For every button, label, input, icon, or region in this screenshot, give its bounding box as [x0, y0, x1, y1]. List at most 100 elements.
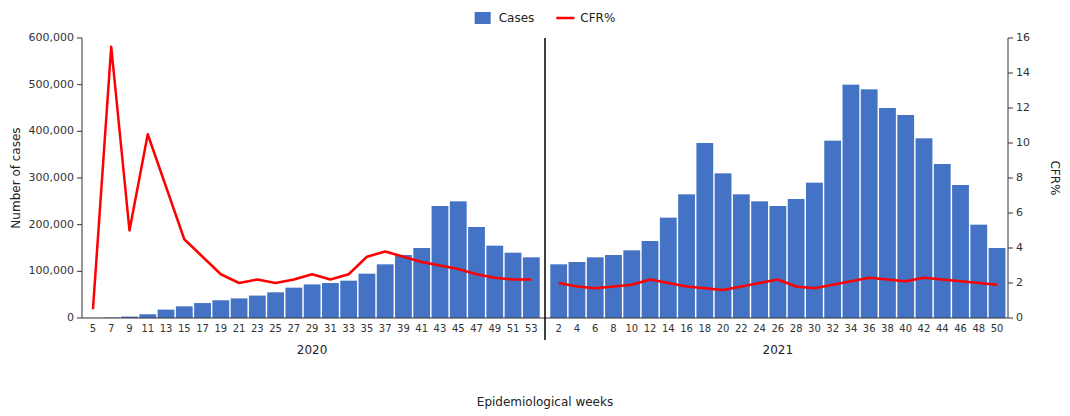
- x-tick-label: 33: [342, 323, 355, 334]
- y-tick-label: 300,000: [29, 171, 75, 184]
- bar: [158, 310, 175, 318]
- y2-tick: [1008, 283, 1013, 284]
- x-tick-label: 16: [680, 323, 693, 334]
- legend-swatch: [556, 17, 574, 20]
- bar: [377, 264, 394, 318]
- x-tick-label: 23: [251, 323, 264, 334]
- x-tick-label: 21: [233, 323, 246, 334]
- bar: [505, 253, 522, 318]
- y-tick: [77, 271, 82, 272]
- x-tick-label: 9: [126, 323, 132, 334]
- y2-tick-label: 16: [1016, 31, 1030, 44]
- x-tick-label: 27: [287, 323, 300, 334]
- bar: [751, 201, 768, 318]
- chart: 0100,000200,000300,000400,000500,000600,…: [0, 0, 1070, 416]
- x-tick-label: 4: [574, 323, 580, 334]
- bar: [395, 255, 412, 318]
- x-tick-label: 17: [196, 323, 209, 334]
- y2-tick: [1008, 143, 1013, 144]
- y2-tick-label: 12: [1016, 101, 1030, 114]
- y2-tick-label: 2: [1016, 276, 1023, 289]
- x-tick-label: 24: [753, 323, 766, 334]
- bar: [340, 281, 357, 318]
- y2-tick-label: 8: [1016, 171, 1023, 184]
- x-tick-label: 35: [361, 323, 374, 334]
- bar: [285, 288, 302, 318]
- x-tick-label: 53: [525, 323, 538, 334]
- bar: [788, 199, 805, 318]
- bar: [824, 141, 841, 318]
- bar: [678, 194, 695, 318]
- bar: [916, 138, 933, 318]
- bar: [359, 274, 376, 318]
- x-tick-label: 18: [698, 323, 711, 334]
- y2-axis-title: CFR%: [1048, 160, 1062, 195]
- y-tick: [77, 178, 82, 179]
- bar: [432, 206, 449, 318]
- x-tick-label: 6: [592, 323, 598, 334]
- y2-tick: [1008, 213, 1013, 214]
- x-tick-label: 22: [735, 323, 748, 334]
- legend-label: Cases: [499, 11, 535, 25]
- x-tick-label: 45: [452, 323, 465, 334]
- x-tick-label: 20: [717, 323, 730, 334]
- x-tick-label: 39: [397, 323, 410, 334]
- x-tick-label: 7: [108, 323, 114, 334]
- x-tick-label: 2: [556, 323, 562, 334]
- bar: [249, 296, 266, 318]
- group-separator: [544, 38, 546, 340]
- x-tick-label: 8: [610, 323, 616, 334]
- bar: [267, 292, 284, 318]
- y-tick-label: 500,000: [29, 78, 75, 91]
- x-tick-label: 37: [379, 323, 392, 334]
- y-tick: [77, 318, 82, 319]
- bar: [304, 284, 321, 318]
- x-tick-label: 15: [178, 323, 191, 334]
- bar: [450, 201, 467, 318]
- y-tick: [77, 131, 82, 132]
- x-tick-label: 36: [863, 323, 876, 334]
- x-tick-label: 51: [507, 323, 520, 334]
- x-tick-label: 25: [269, 323, 282, 334]
- y-tick-label: 100,000: [29, 264, 75, 277]
- y-tick: [77, 224, 82, 225]
- bar: [212, 300, 229, 318]
- x-tick-label: 46: [954, 323, 967, 334]
- bar: [523, 257, 540, 318]
- line: [93, 47, 531, 310]
- bar: [769, 206, 786, 318]
- bar: [231, 298, 248, 318]
- bar: [139, 314, 156, 318]
- bar: [934, 164, 951, 318]
- y2-tick-label: 4: [1016, 241, 1023, 254]
- y-tick-label: 600,000: [29, 31, 75, 44]
- y-tick-label: 200,000: [29, 218, 75, 231]
- y2-tick-label: 0: [1016, 311, 1023, 324]
- line: [559, 278, 997, 290]
- x-tick-label: 32: [826, 323, 839, 334]
- y2-tick: [1008, 38, 1013, 39]
- x-tick-label: 38: [881, 323, 894, 334]
- legend-label: CFR%: [580, 11, 615, 25]
- x-tick-label: 48: [972, 323, 985, 334]
- bar: [806, 183, 823, 318]
- y-tick-label: 0: [67, 311, 74, 324]
- bar: [696, 143, 713, 318]
- y2-tick: [1008, 318, 1013, 319]
- bar: [176, 306, 193, 318]
- x-tick-label: 26: [772, 323, 785, 334]
- bar: [970, 225, 987, 318]
- y-tick: [77, 38, 82, 39]
- x-tick-label: 29: [306, 323, 319, 334]
- bar: [413, 248, 430, 318]
- x-tick-label: 44: [936, 323, 949, 334]
- x-tick-label: 10: [625, 323, 638, 334]
- y-axis-title: Number of cases: [9, 127, 23, 228]
- x-tick-label: 11: [141, 323, 154, 334]
- x-tick-label: 34: [845, 323, 858, 334]
- x-tick-label: 50: [991, 323, 1004, 334]
- bar: [660, 218, 677, 318]
- bar: [322, 283, 339, 318]
- bar: [733, 194, 750, 318]
- bar: [569, 262, 586, 318]
